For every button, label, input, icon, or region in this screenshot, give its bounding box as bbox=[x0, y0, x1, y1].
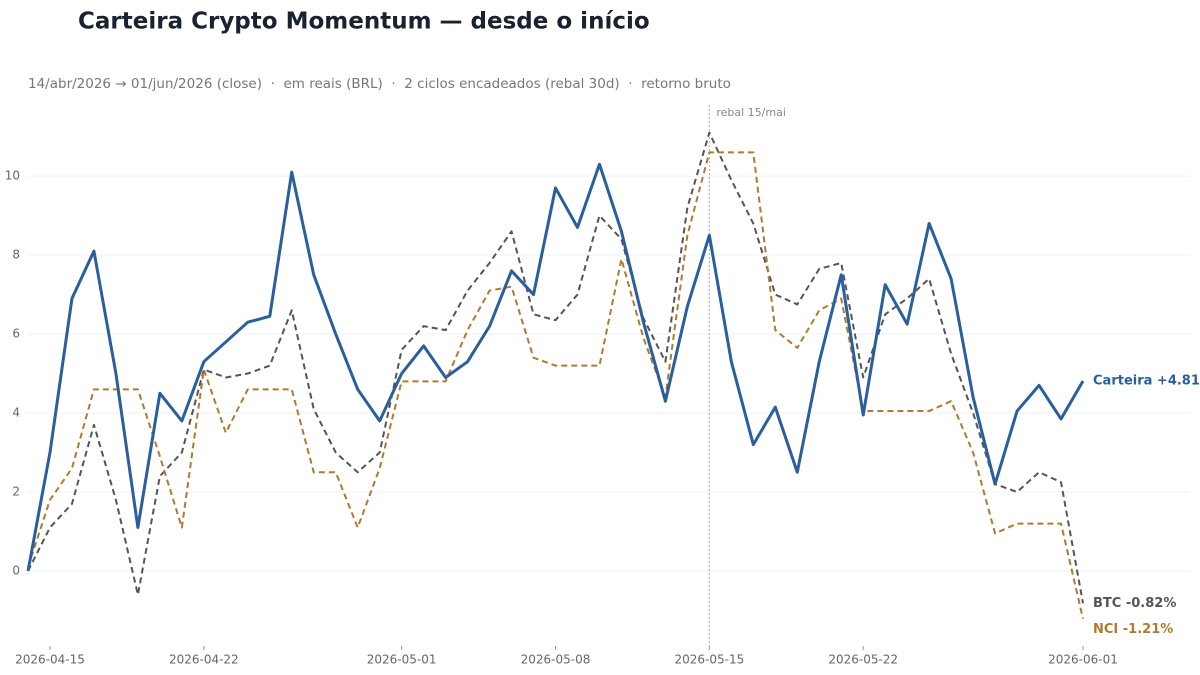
y-tick-label: 6 bbox=[12, 327, 20, 341]
series-line bbox=[27, 151, 1084, 619]
end-label: BTC -0.82% bbox=[1093, 596, 1176, 611]
y-tick-label: 0 bbox=[12, 563, 20, 577]
end-label: Carteira +4.81% bbox=[1093, 374, 1200, 389]
x-tick-label: 2026-04-15 bbox=[15, 653, 85, 667]
x-tick-label: 2026-05-01 bbox=[367, 653, 437, 667]
x-tick-label: 2026-06-01 bbox=[1048, 653, 1118, 667]
x-tick-label: 2026-04-22 bbox=[169, 653, 239, 667]
chart-title: Carteira Crypto Momentum — desde o iníci… bbox=[78, 9, 650, 35]
y-tick-label: 8 bbox=[12, 248, 20, 262]
x-tick-label: 2026-05-08 bbox=[521, 653, 591, 667]
y-tick-label: 4 bbox=[12, 406, 20, 420]
series-line bbox=[27, 131, 1084, 604]
annotation-text: rebal 15/mai bbox=[716, 106, 786, 119]
end-label: NCI -1.21% bbox=[1093, 622, 1173, 637]
y-tick-label: 2 bbox=[12, 484, 20, 498]
y-tick-label: 10 bbox=[5, 169, 20, 183]
x-tick-label: 2026-05-15 bbox=[674, 653, 744, 667]
x-tick-label: 2026-05-22 bbox=[828, 653, 898, 667]
series-line bbox=[26, 162, 1085, 572]
chart-subtitle: 14/abr/2026 → 01/jun/2026 (close) · em r… bbox=[28, 76, 731, 92]
